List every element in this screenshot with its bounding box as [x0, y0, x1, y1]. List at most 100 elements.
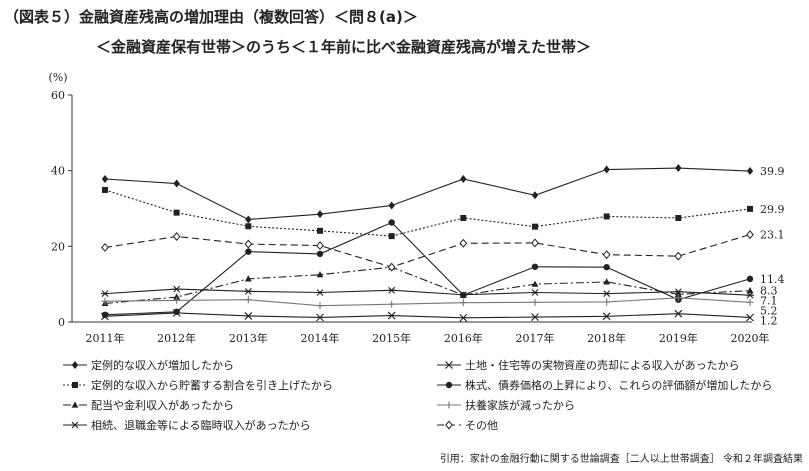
y-tick-label: 40: [51, 165, 65, 178]
data-point: [603, 278, 611, 285]
data-point: [603, 298, 611, 306]
series-line: [104, 288, 751, 296]
data-point: [173, 179, 180, 188]
legend-swatch: [437, 361, 461, 369]
x-tick-label: 2016年: [444, 331, 483, 345]
data-point: [316, 241, 324, 251]
data-point: [746, 167, 754, 176]
data-point: [316, 250, 324, 258]
x-tick-label: 2014年: [301, 331, 340, 345]
data-point: [675, 214, 682, 221]
data-point: [531, 280, 539, 287]
x-tick-label: 2013年: [229, 331, 268, 345]
data-point: [101, 174, 109, 183]
data-point: [674, 309, 683, 318]
data-point: [245, 248, 252, 255]
end-value-label: 1.2: [760, 315, 778, 328]
legend-label: 定例的な収入から貯蓄する割合を引き上げたから: [91, 379, 333, 392]
legend-swatch: [63, 421, 87, 429]
data-point: [459, 238, 468, 248]
legend-item: 株式、債券価格の上昇により、これらの評価額が増加したから: [436, 377, 772, 393]
legend-marker: [71, 401, 79, 408]
legend-swatch: [437, 401, 461, 409]
data-point: [532, 223, 538, 230]
data-point: [316, 313, 324, 322]
y-tick-label: 0: [58, 316, 65, 329]
data-point: [674, 288, 683, 296]
data-point: [460, 174, 467, 183]
data-point: [746, 291, 754, 299]
series-0: [101, 164, 754, 224]
end-value-label: 29.9: [760, 203, 785, 216]
chart-title: （図表５）金融資産残高の増加理由（複数回答）＜問８(a)＞: [4, 8, 418, 26]
end-value-label: 7.1: [760, 295, 778, 308]
series-line: [104, 221, 751, 316]
series-line: [104, 167, 751, 221]
y-axis-unit-label: (%): [48, 71, 67, 84]
data-point: [101, 290, 109, 298]
end-value-label: 5.2: [760, 305, 778, 318]
legend-marker: [445, 420, 453, 430]
data-point: [173, 209, 180, 216]
data-point: [459, 313, 468, 322]
legend-marker: [72, 382, 78, 388]
data-point: [244, 296, 252, 304]
data-point: [101, 243, 109, 252]
data-point: [244, 239, 253, 249]
series-line: [104, 297, 751, 307]
data-point: [746, 313, 754, 322]
data-point: [244, 312, 253, 320]
data-point: [603, 165, 610, 174]
data-point: [531, 289, 539, 296]
data-point: [388, 300, 396, 308]
data-point: [173, 293, 181, 300]
data-point: [244, 275, 252, 282]
data-point: [746, 230, 754, 240]
legend-item: 土地・住宅等の実物資産の売却による収入があったから: [436, 357, 740, 373]
data-point: [102, 186, 108, 193]
data-point: [388, 219, 395, 226]
data-point: [746, 275, 754, 283]
data-point: [245, 223, 252, 230]
legend-label: 相続、退職金等による臨時収入があったから: [91, 419, 311, 432]
data-point: [316, 271, 324, 278]
legend-label: 土地・住宅等の実物資産の売却による収入があったから: [465, 359, 740, 372]
data-point: [674, 294, 682, 302]
data-point: [675, 164, 682, 173]
y-tick-label: 20: [51, 240, 65, 253]
end-value-label: 23.1: [760, 229, 785, 242]
data-point: [460, 214, 467, 221]
legend-marker: [445, 381, 453, 389]
data-point: [316, 210, 324, 219]
data-point: [316, 289, 324, 296]
data-point: [674, 290, 682, 297]
legend-swatch: [437, 420, 461, 430]
data-point: [602, 290, 611, 298]
series-6: [101, 294, 754, 310]
legend-item: 相続、退職金等による臨時収入があったから: [62, 417, 311, 433]
data-point: [245, 215, 252, 224]
data-point: [603, 263, 610, 271]
series-line: [104, 189, 751, 237]
end-value-label: 11.4: [760, 273, 785, 286]
data-point: [459, 299, 467, 307]
data-point: [388, 233, 395, 240]
data-point: [602, 250, 611, 260]
legend-item: 定例的な収入が増加したから: [62, 357, 234, 373]
x-tick-label: 2011年: [86, 331, 125, 345]
x-tick-label: 2019年: [659, 331, 698, 345]
data-point: [747, 205, 753, 212]
data-point: [746, 298, 754, 306]
legend-swatch: [63, 382, 87, 388]
series-7: [101, 230, 754, 272]
data-point: [674, 251, 683, 261]
data-point: [387, 262, 396, 272]
legend-swatch: [63, 361, 87, 369]
series-1: [102, 186, 753, 240]
x-tick-label: 2017年: [516, 331, 555, 345]
series-5: [101, 219, 754, 319]
x-tick-label: 2020年: [731, 331, 770, 345]
legend-item: 定例的な収入から貯蓄する割合を引き上げたから: [62, 377, 333, 393]
legend-marker: [71, 361, 79, 369]
